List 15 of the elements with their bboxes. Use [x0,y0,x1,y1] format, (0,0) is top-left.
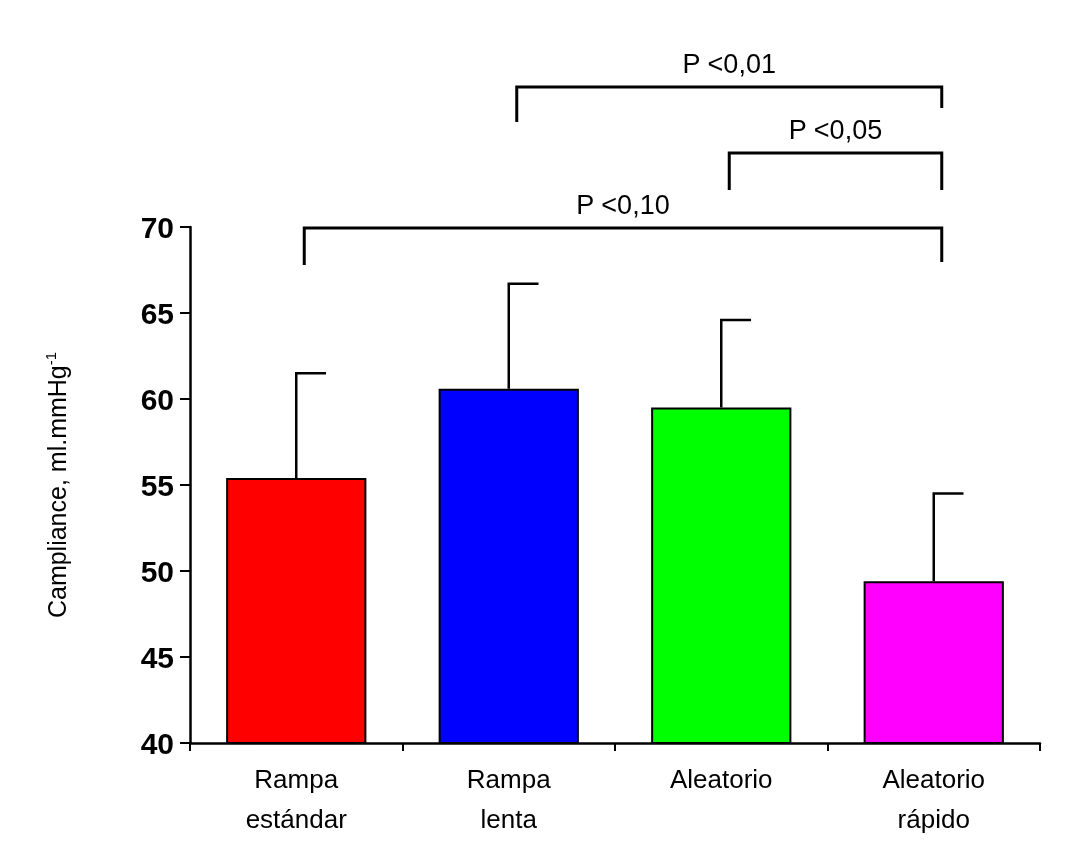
text: P <0,10 [576,189,670,220]
y-tick-label: 40 [140,726,174,760]
y-tick-label: 50 [140,554,174,588]
x-tick-label: Aleatorio rápido [882,764,986,834]
y-axis-title: Campliance, ml.mmHg-1 [42,351,71,619]
y-tick-label: 60 [140,382,174,416]
y-tick-label: 55 [140,468,174,502]
x-tick-label: Rampa estándar [245,764,348,834]
text: P <0,01 [682,48,776,79]
y-tick-label: 65 [140,296,174,330]
x-tick-label: Aleatorio [669,764,773,794]
y-tick-label: 45 [140,640,174,674]
x-tick-label: Rampa lenta [466,764,552,834]
y-tick-label: 70 [140,210,174,244]
text: P <0,05 [788,114,883,145]
